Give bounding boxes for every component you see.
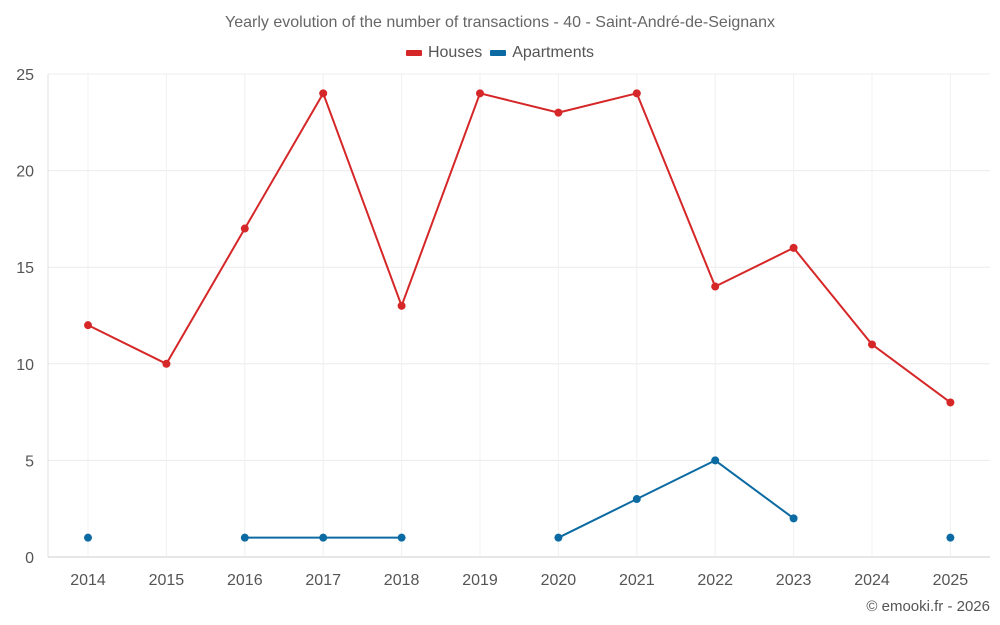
legend-swatch-houses — [405, 50, 422, 56]
footer-credit: © emooki.fr - 2026 — [866, 598, 990, 615]
x-tick-label-2015: 2015 — [149, 572, 185, 589]
point-houses-2023[interactable] — [789, 243, 798, 252]
y-tick-label-20: 20 — [16, 164, 34, 181]
series-line-houses-0 — [87, 92, 951, 404]
chart-legend: Houses Apartments — [0, 44, 1000, 62]
y-tick-label-10: 10 — [16, 357, 34, 374]
point-houses-2015[interactable] — [162, 359, 171, 368]
point-apartments-2017[interactable] — [319, 533, 328, 542]
point-houses-2024[interactable] — [868, 340, 876, 349]
point-apartments-2020[interactable] — [554, 533, 563, 542]
point-houses-2021[interactable] — [632, 89, 641, 98]
grid — [48, 73, 990, 558]
point-apartments-2018[interactable] — [397, 533, 406, 542]
point-houses-2020[interactable] — [554, 108, 563, 117]
x-tick-label-2023: 2023 — [776, 572, 812, 589]
point-houses-2016[interactable] — [240, 224, 249, 233]
x-tick-label-2019: 2019 — [462, 572, 498, 589]
y-tick-label-15: 15 — [16, 260, 34, 277]
x-tick-label-2017: 2017 — [305, 572, 341, 589]
chart-title: Yearly evolution of the number of transa… — [225, 14, 775, 31]
legend-label-houses: Houses — [427, 44, 483, 61]
y-tick-label-25: 25 — [16, 67, 34, 84]
point-houses-2025[interactable] — [946, 398, 955, 407]
x-tick-label-2021: 2021 — [619, 572, 655, 589]
series-line-apartments-2 — [557, 459, 795, 539]
y-tick-label-5: 5 — [25, 453, 34, 470]
point-houses-2017[interactable] — [319, 89, 328, 98]
point-houses-2014[interactable] — [84, 321, 92, 330]
legend-swatch-apartments — [490, 50, 507, 56]
point-houses-2019[interactable] — [476, 89, 484, 98]
point-apartments-2022[interactable] — [711, 456, 720, 465]
point-houses-2022[interactable] — [711, 282, 720, 291]
x-tick-label-2018: 2018 — [384, 572, 420, 589]
point-apartments-2023[interactable] — [789, 514, 798, 523]
x-tick-label-2022: 2022 — [697, 572, 733, 589]
x-tick-label-2020: 2020 — [541, 572, 577, 589]
point-apartments-2016[interactable] — [240, 533, 249, 542]
point-apartments-2014[interactable] — [84, 533, 92, 542]
point-apartments-2025[interactable] — [946, 533, 955, 542]
point-houses-2018[interactable] — [397, 301, 406, 310]
y-tick-label-0: 0 — [25, 550, 34, 567]
x-tick-label-2025: 2025 — [933, 572, 969, 589]
series-apartments — [84, 456, 955, 542]
series — [84, 89, 955, 542]
legend-item-houses[interactable]: Houses — [405, 44, 483, 62]
legend-label-apartments: Apartments — [512, 44, 595, 61]
x-tick-label-2014: 2014 — [70, 572, 106, 589]
x-tick-label-2016: 2016 — [227, 572, 263, 589]
point-apartments-2021[interactable] — [632, 495, 641, 504]
x-tick-label-2024: 2024 — [854, 572, 890, 589]
series-houses — [84, 89, 955, 407]
legend-item-apartments[interactable]: Apartments — [490, 44, 594, 62]
